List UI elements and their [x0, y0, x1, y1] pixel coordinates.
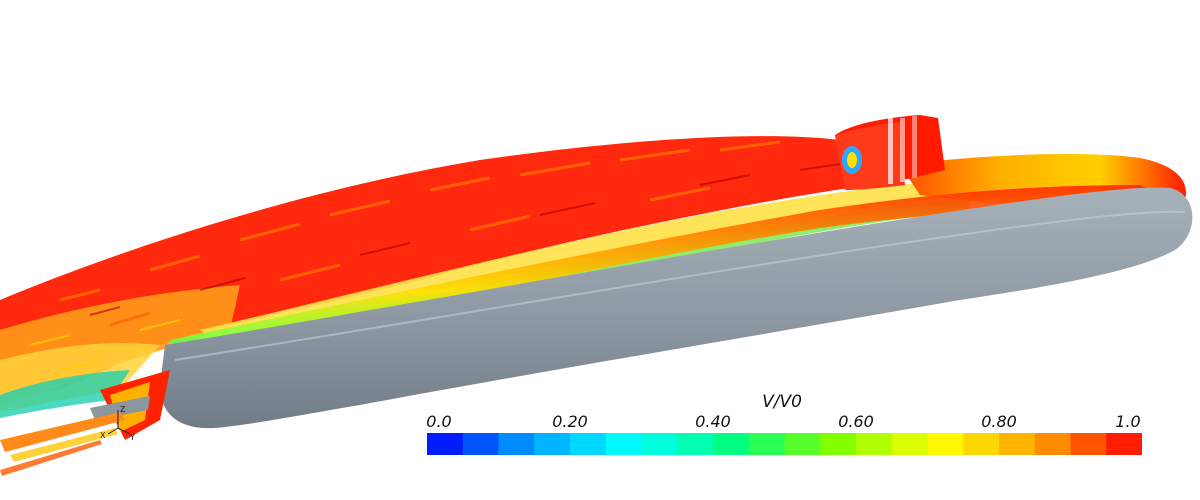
legend-tick-label: 1.0	[1115, 412, 1141, 431]
colorbar-segment	[891, 433, 929, 455]
colorbar-segment	[605, 433, 643, 455]
colorbar-segment	[534, 433, 571, 455]
colorbar-segment	[856, 433, 893, 455]
legend-tick-label: 0.40	[695, 412, 731, 431]
colorbar-segment	[677, 433, 714, 455]
axis-x-label: X	[100, 431, 106, 440]
colorbar-segment	[498, 433, 535, 455]
colorbar-segment	[641, 433, 678, 455]
colorbar-segment	[570, 433, 607, 455]
colorbar-segment	[462, 433, 500, 455]
axis-z-label: Z	[120, 405, 126, 414]
legend-title: V/V0	[762, 392, 802, 412]
legend-tick-label: 0.20	[552, 412, 588, 431]
colorbar-segment	[748, 433, 786, 455]
legend-tick-label: 0.0	[426, 412, 452, 431]
colorbar-segment	[927, 433, 964, 455]
colorbar-segment	[999, 433, 1036, 455]
colorbar-segment	[1070, 433, 1107, 455]
colorbar-segment	[820, 433, 857, 455]
legend-tick-label: 0.60	[838, 412, 874, 431]
colorbar	[427, 433, 1142, 455]
colorbar-segment	[1106, 433, 1142, 455]
colorbar-segment	[1034, 433, 1072, 455]
axis-y-label: Y	[129, 433, 135, 442]
colorbar-segment	[427, 433, 464, 455]
axes-triad: X Z Y	[100, 405, 135, 442]
hull	[160, 187, 1193, 429]
colorbar-segment	[713, 433, 750, 455]
sail	[835, 115, 945, 190]
colorbar-segment	[963, 433, 1000, 455]
colorbar-segment	[784, 433, 821, 455]
legend-tick-label: 0.80	[981, 412, 1017, 431]
